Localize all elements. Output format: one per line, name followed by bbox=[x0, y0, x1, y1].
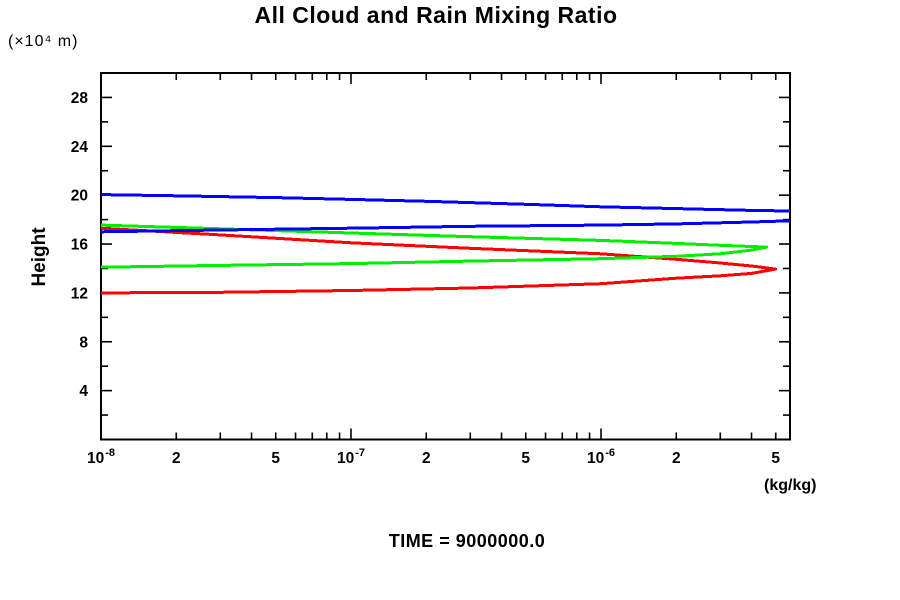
x-axis-unit-label: (kg/kg) bbox=[764, 477, 817, 494]
x-tick-label: 5 bbox=[271, 450, 280, 467]
y-tick-label: 28 bbox=[71, 90, 89, 107]
series-red-curve bbox=[101, 226, 778, 295]
x-tick-label: 2 bbox=[172, 450, 181, 467]
series-blue-curve bbox=[101, 193, 790, 213]
y-tick-label: 24 bbox=[71, 139, 89, 156]
x-tick-label: 10-8 bbox=[87, 447, 115, 467]
series-blue-curve bbox=[101, 219, 790, 234]
y-tick-label: 8 bbox=[79, 334, 88, 351]
x-tick-label: 2 bbox=[672, 450, 681, 467]
y-tick-label: 4 bbox=[79, 383, 88, 400]
y-tick-label: 20 bbox=[71, 188, 88, 205]
series-green-curve bbox=[101, 223, 769, 269]
y-tick-label: 12 bbox=[71, 285, 88, 302]
y-tick-label: 16 bbox=[71, 237, 89, 254]
x-tick-label: 10-6 bbox=[587, 447, 615, 467]
y-axis-unit-label: (×10⁴ m) bbox=[8, 33, 79, 50]
x-tick-label: 10-7 bbox=[337, 447, 365, 467]
chart-title: All Cloud and Rain Mixing Ratio bbox=[254, 2, 618, 28]
plot-frame bbox=[100, 72, 791, 441]
x-tick-label: 5 bbox=[771, 450, 780, 467]
x-tick-label: 5 bbox=[521, 450, 530, 467]
time-label: TIME = 9000000.0 bbox=[388, 531, 546, 551]
x-tick-label: 2 bbox=[422, 450, 431, 467]
